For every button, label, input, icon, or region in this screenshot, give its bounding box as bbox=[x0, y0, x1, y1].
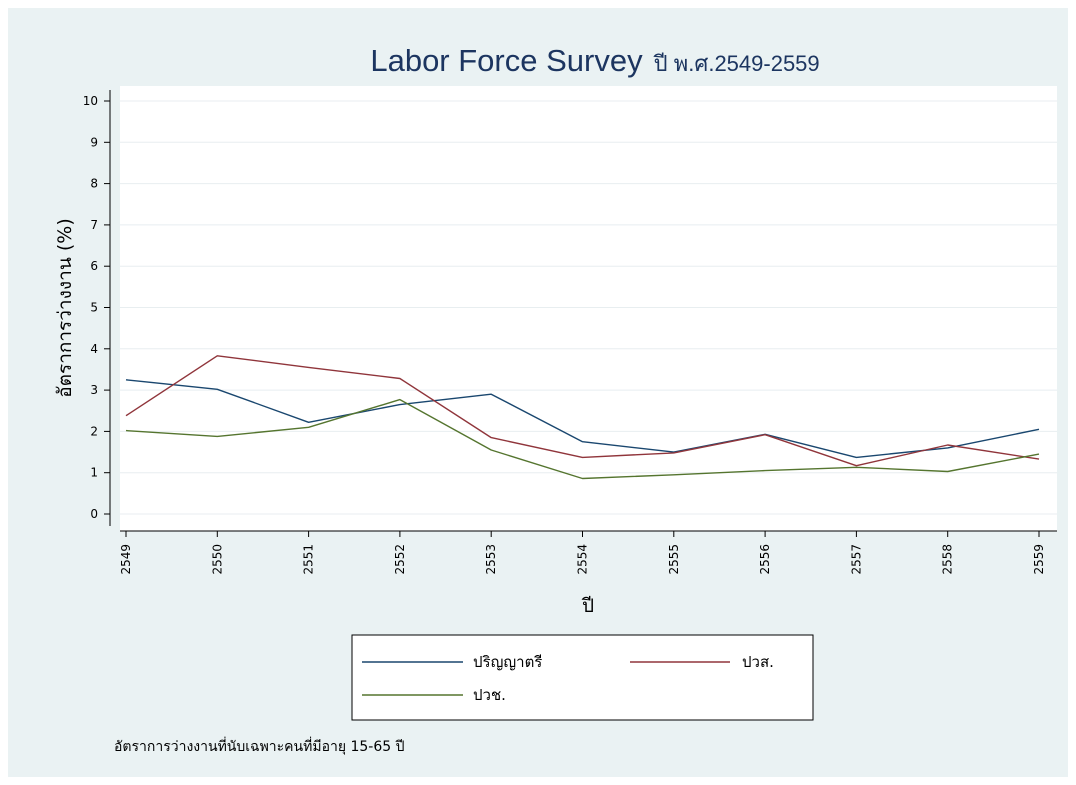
x-axis-title: ปี bbox=[581, 595, 594, 617]
y-tick-label: 10 bbox=[83, 94, 98, 108]
x-tick-label: 2559 bbox=[1032, 544, 1046, 575]
series-line-2 bbox=[125, 355, 1040, 467]
x-tick-label: 2554 bbox=[576, 544, 590, 575]
legend-label-1: ปริญญาตรี bbox=[473, 653, 542, 671]
series-line-1 bbox=[125, 379, 1040, 459]
y-axis: 0 1 2 3 4 5 6 7 8 9 10 bbox=[83, 90, 111, 526]
plot-area bbox=[120, 86, 1057, 531]
y-tick-label: 6 bbox=[90, 259, 98, 273]
x-axis: 2549 2550 2551 2552 2553 2554 2555 2556 2557 2558… bbox=[119, 530, 1057, 575]
x-tick-label: 2558 bbox=[941, 544, 955, 575]
x-tick-label: 2557 bbox=[849, 544, 863, 575]
series-lines bbox=[125, 355, 1040, 480]
legend: ปริญญาตรี ปวส. ปวช. bbox=[351, 634, 814, 721]
chart-subtitle: ปี พ.ศ.2549-2559 bbox=[652, 51, 819, 76]
series-line-3 bbox=[125, 398, 1040, 480]
legend-label-3: ปวช. bbox=[473, 686, 506, 704]
x-tick-label: 2551 bbox=[302, 544, 316, 575]
x-tick-label: 2549 bbox=[119, 544, 133, 575]
y-tick-label: 2 bbox=[90, 424, 98, 438]
legend-label-2: ปวส. bbox=[742, 653, 774, 671]
gridlines bbox=[120, 100, 1057, 515]
chart-note: อัตราการว่างงานที่นับเฉพาะคนที่มีอายุ 15… bbox=[114, 737, 405, 755]
x-tick-label: 2552 bbox=[393, 544, 407, 575]
x-tick-label: 2553 bbox=[484, 544, 498, 575]
y-tick-label: 7 bbox=[90, 218, 98, 232]
x-tick-label: 2556 bbox=[758, 544, 772, 575]
y-tick-label: 5 bbox=[90, 301, 98, 315]
y-axis-title: อัตราการว่างงาน (%) bbox=[54, 218, 76, 397]
legend-box bbox=[351, 634, 814, 721]
chart-title: Labor Force Survey ปี พ.ศ.2549-2559 bbox=[370, 43, 819, 78]
y-tick-label: 8 bbox=[90, 177, 98, 191]
y-tick-label: 1 bbox=[90, 466, 98, 480]
y-tick-label: 4 bbox=[90, 342, 98, 356]
x-tick-label: 2550 bbox=[210, 544, 224, 575]
y-tick-label: 3 bbox=[90, 383, 98, 397]
x-tick-label: 2555 bbox=[667, 544, 681, 575]
y-tick-label: 9 bbox=[90, 135, 98, 149]
y-tick-label: 0 bbox=[90, 507, 98, 521]
chart-title-main: Labor Force Survey bbox=[370, 43, 643, 78]
